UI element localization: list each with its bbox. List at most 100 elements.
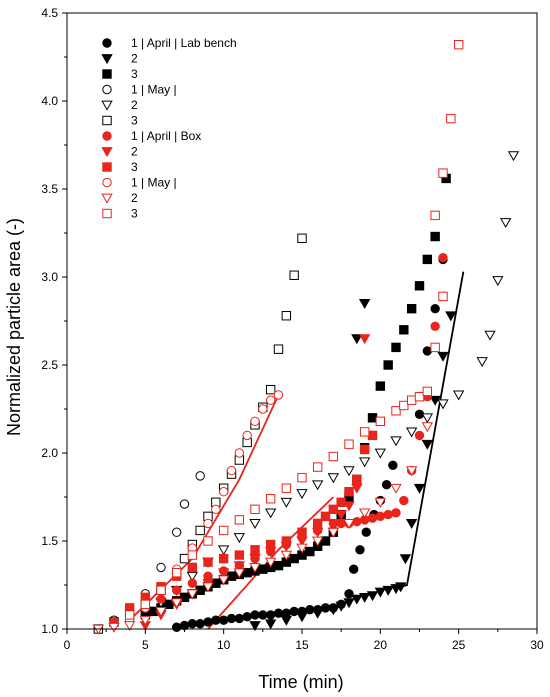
data-point bbox=[265, 384, 276, 395]
data-point bbox=[499, 218, 512, 229]
data-point bbox=[320, 511, 331, 522]
data-point bbox=[406, 395, 417, 405]
y-tick-label: 4.0 bbox=[41, 94, 58, 108]
data-point bbox=[312, 462, 323, 472]
data-point bbox=[249, 519, 261, 529]
data-point bbox=[203, 617, 213, 627]
data-point bbox=[358, 592, 371, 603]
data-point bbox=[281, 536, 292, 546]
data-point bbox=[438, 252, 448, 263]
data-point bbox=[249, 621, 261, 632]
data-point bbox=[437, 399, 449, 410]
data-point bbox=[281, 311, 292, 321]
data-point bbox=[405, 519, 418, 529]
data-point bbox=[484, 330, 496, 341]
data-point bbox=[399, 495, 409, 506]
data-point bbox=[280, 550, 293, 561]
data-point bbox=[226, 465, 237, 476]
data-point bbox=[217, 575, 230, 586]
data-point bbox=[429, 395, 441, 406]
data-point bbox=[218, 615, 229, 625]
data-point bbox=[305, 546, 315, 557]
legend-marker bbox=[101, 193, 113, 204]
data-point bbox=[264, 619, 277, 630]
data-point bbox=[343, 598, 355, 609]
data-point bbox=[320, 603, 331, 613]
data-point bbox=[211, 615, 221, 625]
x-axis-title: Time (min) bbox=[258, 672, 343, 692]
data-point bbox=[156, 562, 166, 573]
y-tick-label: 3.5 bbox=[41, 182, 58, 196]
fit-line bbox=[207, 496, 334, 630]
legend-marker bbox=[101, 147, 113, 158]
data-point bbox=[351, 594, 363, 605]
data-point bbox=[343, 501, 355, 512]
data-point bbox=[108, 622, 120, 633]
data-point bbox=[367, 430, 378, 441]
data-point bbox=[202, 582, 214, 593]
data-point bbox=[211, 504, 221, 515]
series-2 bbox=[140, 173, 451, 620]
data-point bbox=[297, 233, 307, 243]
data-point bbox=[265, 610, 276, 620]
data-point bbox=[374, 587, 387, 598]
data-point bbox=[359, 444, 370, 455]
data-point bbox=[234, 550, 245, 560]
data-point bbox=[367, 513, 378, 523]
data-point bbox=[383, 509, 393, 520]
x-tick-label: 10 bbox=[217, 638, 231, 652]
data-point bbox=[186, 589, 199, 600]
series-10 bbox=[92, 422, 434, 635]
data-point bbox=[171, 622, 182, 632]
data-point bbox=[388, 460, 398, 471]
data-point bbox=[406, 303, 417, 314]
data-point bbox=[218, 525, 229, 536]
data-point bbox=[258, 404, 268, 414]
data-point bbox=[242, 430, 252, 441]
data-point bbox=[156, 594, 166, 604]
x-tick-label: 25 bbox=[452, 638, 466, 652]
data-point bbox=[492, 276, 504, 287]
data-point bbox=[311, 536, 324, 547]
data-point bbox=[250, 610, 260, 620]
data-point bbox=[395, 582, 407, 593]
data-point bbox=[296, 543, 308, 554]
data-point bbox=[507, 151, 520, 162]
data-point bbox=[233, 561, 246, 572]
data-point bbox=[328, 451, 339, 462]
data-point bbox=[399, 554, 412, 565]
data-point bbox=[391, 508, 401, 518]
x-tick-label: 20 bbox=[374, 638, 388, 652]
data-point bbox=[203, 518, 213, 529]
data-point bbox=[327, 605, 340, 616]
data-point bbox=[359, 427, 370, 437]
legend-marker bbox=[102, 38, 112, 48]
data-point bbox=[281, 483, 292, 493]
data-point bbox=[250, 545, 260, 555]
x-tick-label: 30 bbox=[530, 638, 544, 652]
data-point bbox=[336, 497, 346, 507]
legend-label: 3 bbox=[131, 114, 138, 128]
data-point bbox=[311, 527, 324, 538]
x-tick-label: 0 bbox=[64, 638, 71, 652]
data-point bbox=[344, 487, 354, 497]
data-point bbox=[355, 545, 365, 555]
data-point bbox=[405, 466, 418, 477]
axes: 0 5 10 15 20 25 30 1.0 1.5 2.0 2.5 3.0 3.5 4.0 4.5 bbox=[41, 6, 544, 652]
data-point bbox=[273, 390, 284, 400]
data-point bbox=[289, 270, 299, 280]
data-point bbox=[374, 497, 387, 508]
data-point bbox=[258, 564, 268, 574]
data-point bbox=[399, 325, 409, 335]
y-tick-label: 4.5 bbox=[41, 6, 58, 20]
data-point bbox=[399, 400, 409, 411]
data-point bbox=[280, 497, 293, 508]
data-point bbox=[446, 113, 456, 124]
data-point bbox=[421, 413, 434, 424]
data-point bbox=[250, 416, 260, 427]
series-7 bbox=[139, 334, 371, 632]
data-points bbox=[92, 39, 520, 635]
data-point bbox=[155, 607, 167, 617]
data-point bbox=[374, 448, 387, 459]
